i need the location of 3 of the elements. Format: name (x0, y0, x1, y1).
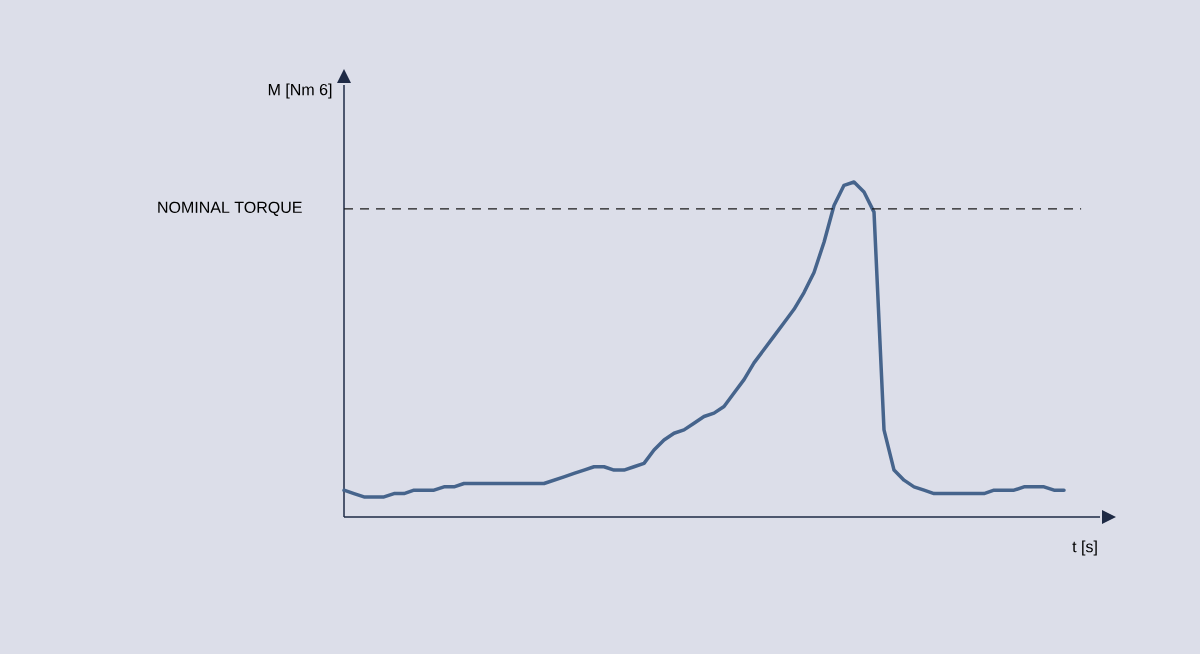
text: M [Nm 6] (268, 83, 332, 99)
x-axis-title: t [s] (1072, 540, 1097, 556)
ref-line-label: NOMINAL TORQUE (158, 201, 302, 216)
